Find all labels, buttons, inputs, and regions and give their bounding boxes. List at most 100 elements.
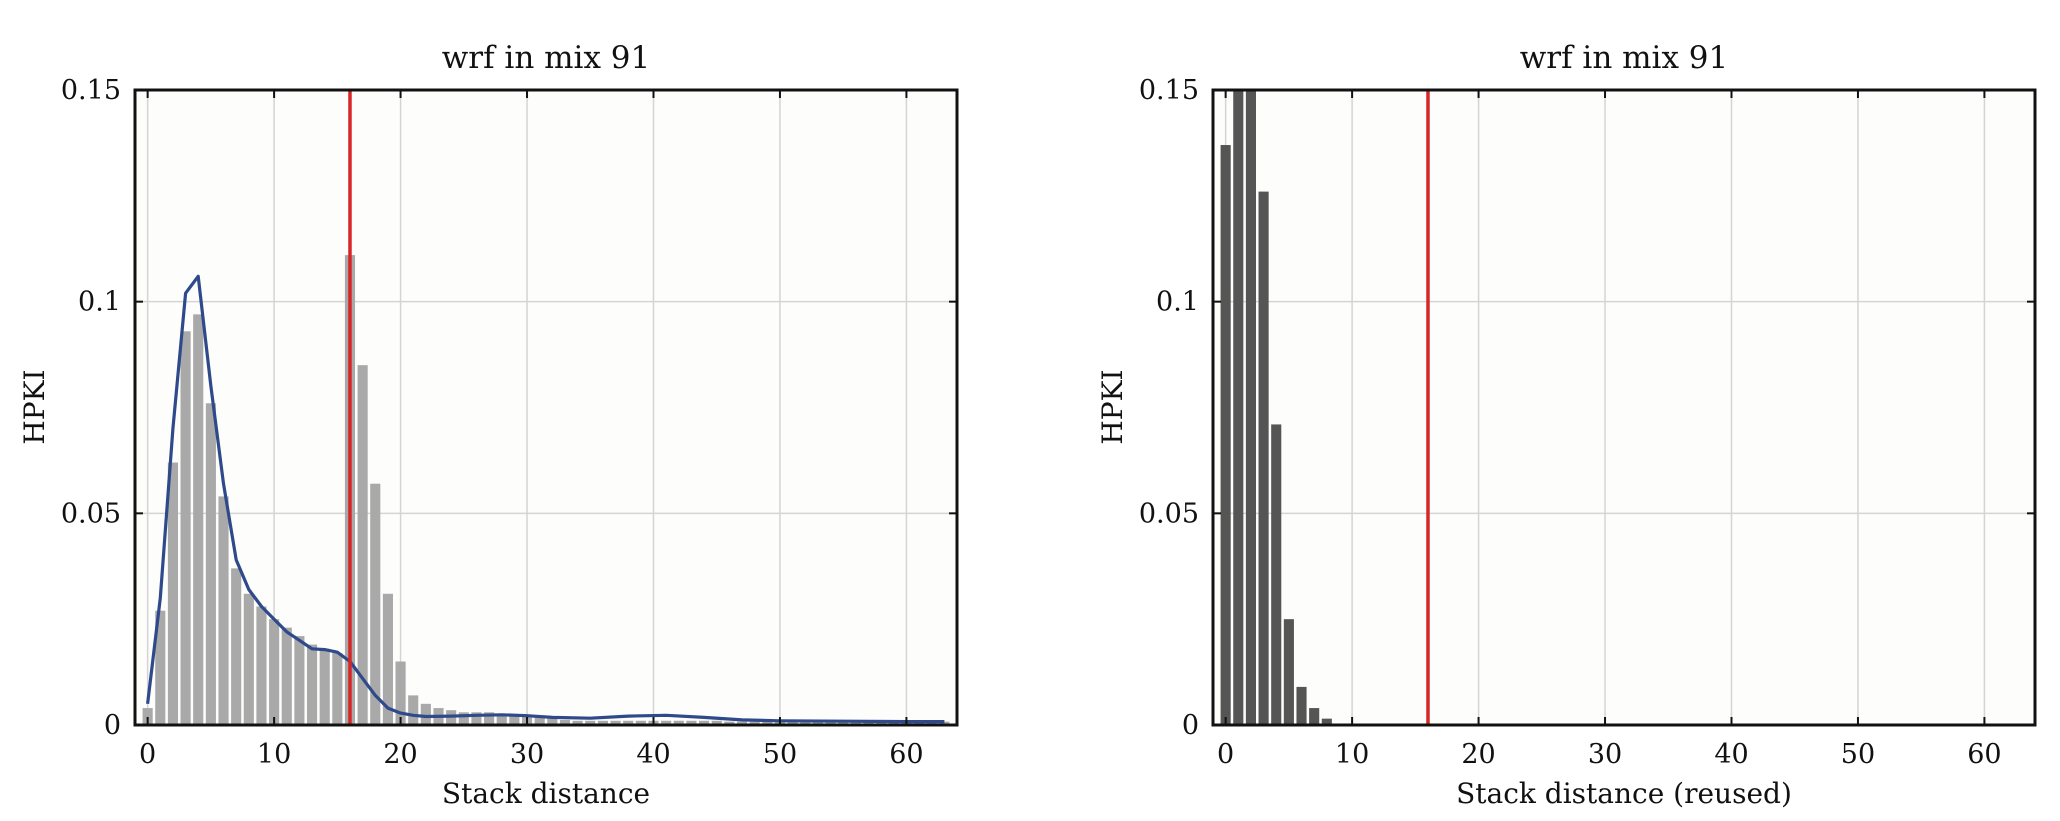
bar (610, 720, 621, 725)
density-curve (146, 274, 945, 724)
bar (876, 721, 887, 725)
x-tick-label: 10 (1335, 739, 1369, 770)
x-tick-label: 30 (510, 739, 544, 770)
bar (1245, 90, 1256, 725)
bar (420, 703, 431, 725)
bar (1258, 191, 1269, 726)
y-tick-label: 0.05 (1139, 498, 1199, 529)
bar (749, 721, 760, 725)
chart-title: wrf in mix 91 (442, 40, 651, 76)
y-tick-label: 0 (1182, 710, 1199, 741)
bar (332, 653, 343, 725)
bar (269, 619, 280, 725)
bar (736, 721, 748, 725)
bar (496, 714, 507, 725)
bar (661, 720, 672, 725)
plot-frame (133, 88, 959, 727)
bar (256, 606, 267, 725)
bar (1309, 708, 1320, 725)
y-tick-label: 0.1 (1156, 287, 1199, 318)
bar (838, 721, 849, 725)
bar (559, 719, 571, 725)
bar (850, 721, 861, 725)
x-axis-label: Stack distance (reused) (1456, 777, 1792, 810)
bar (699, 720, 710, 725)
y-axis-label: HPKI (1096, 369, 1129, 444)
y-tick-label: 0 (104, 710, 121, 741)
bar (686, 720, 697, 725)
bar (1271, 424, 1282, 725)
bar (205, 403, 216, 725)
bar (231, 568, 242, 725)
bar (382, 593, 393, 725)
bar (319, 648, 330, 725)
y-tick-label: 0.15 (61, 75, 121, 106)
x-tick-label: 60 (889, 739, 923, 770)
bar (825, 721, 836, 725)
bar (167, 462, 178, 725)
bar (812, 721, 823, 725)
bar (142, 708, 153, 725)
bar (724, 721, 735, 725)
bar (939, 721, 950, 725)
bar (635, 720, 646, 725)
ticks: 0 10 20 30 40 50 60 0 0.05 0.1 0.15 (61, 75, 957, 770)
bar (534, 717, 545, 725)
bar (193, 314, 204, 725)
y-axis-label: HPKI (18, 369, 51, 444)
bar (458, 712, 469, 725)
plot-background (1213, 90, 2035, 725)
bar (155, 610, 166, 725)
x-tick-label: 50 (1841, 739, 1875, 770)
chart-title: wrf in mix 91 (1520, 40, 1729, 76)
x-tick-label: 30 (1588, 739, 1622, 770)
x-axis-label: Stack distance (442, 777, 650, 810)
bar (623, 720, 634, 725)
bar (914, 721, 925, 725)
bar (787, 721, 798, 725)
bar (471, 712, 482, 725)
bar (547, 718, 558, 725)
bar (1296, 686, 1307, 725)
x-tick-label: 20 (1461, 739, 1495, 770)
bar (673, 720, 684, 725)
bar (357, 365, 368, 725)
density-line (146, 274, 945, 724)
bar (370, 483, 381, 725)
ticks: 0 10 20 30 40 50 60 0 0.05 0.1 0.15 (1139, 75, 2035, 770)
bar (1321, 718, 1332, 725)
bar (218, 496, 229, 725)
y-tick-label: 0.05 (61, 498, 121, 529)
x-tick-label: 10 (257, 739, 291, 770)
x-tick-label: 0 (1217, 739, 1234, 770)
bar (1283, 619, 1294, 725)
bar (395, 661, 406, 725)
x-tick-label: 50 (763, 739, 797, 770)
x-tick-label: 40 (1714, 739, 1748, 770)
bar (926, 721, 937, 725)
bar (180, 331, 191, 725)
bar (585, 720, 596, 725)
bar (711, 720, 722, 725)
bar (1220, 145, 1231, 726)
bar (281, 627, 292, 725)
bar (597, 720, 608, 725)
bars (1220, 90, 1332, 726)
plot-frame (1211, 88, 2037, 727)
bar (294, 636, 305, 725)
bar (408, 695, 419, 725)
x-tick-label: 40 (636, 739, 670, 770)
bar (509, 714, 520, 725)
bar (800, 721, 811, 725)
x-tick-label: 20 (383, 739, 417, 770)
bar (762, 721, 773, 725)
y-tick-label: 0.1 (78, 287, 121, 318)
y-tick-label: 0.15 (1139, 75, 1199, 106)
bar (306, 644, 318, 725)
bar (1233, 90, 1244, 725)
x-tick-label: 0 (139, 739, 156, 770)
